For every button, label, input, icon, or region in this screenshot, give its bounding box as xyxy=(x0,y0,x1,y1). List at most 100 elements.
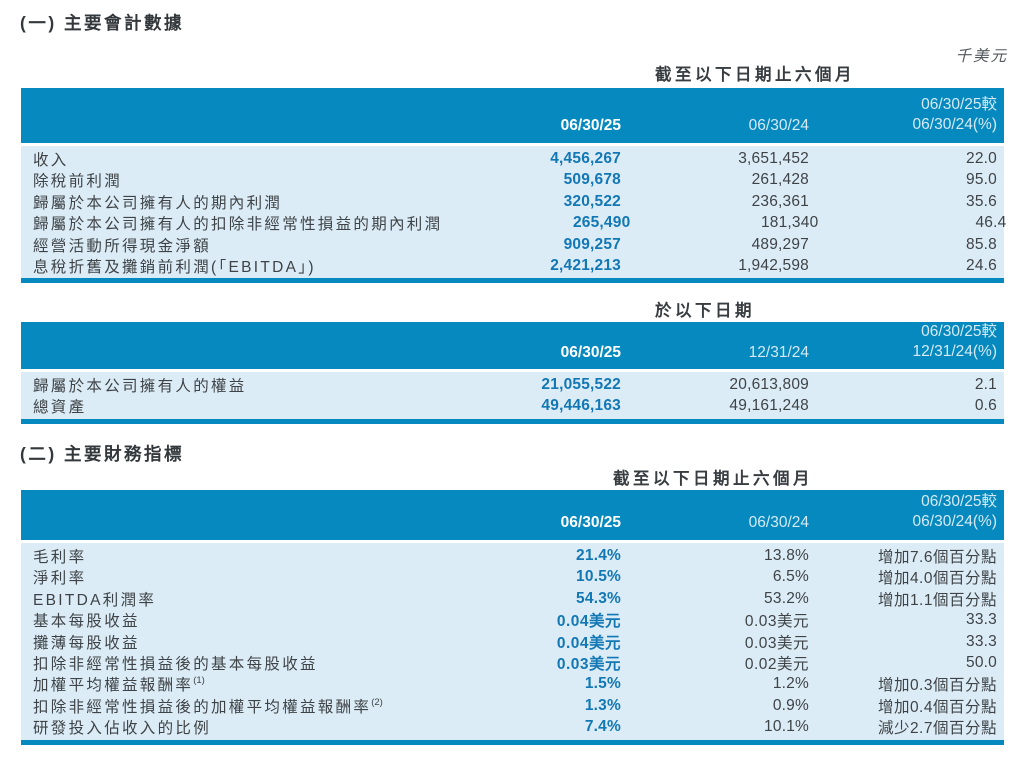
value-prior: 0.03美元 xyxy=(744,613,809,631)
table-row: 歸屬於本公司擁有人的期內利潤 320,522 236,361 35.6 xyxy=(33,191,997,212)
value-change: 95.0 xyxy=(966,171,997,189)
value-current: 4,456,267 xyxy=(550,150,621,167)
value-prior: 6.5% xyxy=(772,568,809,586)
row-label: 研發投入佔收入的比例 xyxy=(33,720,212,738)
value-current: 2,421,213 xyxy=(550,256,621,274)
col-header-current: 06/30/25 xyxy=(560,514,621,531)
table-row: 毛利率 21.4% 13.8% 增加7.6個百分點 xyxy=(33,545,997,566)
section-1-title: (一) 主要會計數據 xyxy=(20,13,185,33)
value-prior: 181,340 xyxy=(760,214,819,232)
table-row: 攤薄每股收益 0.04美元 0.03美元 33.3 xyxy=(33,631,997,652)
value-prior: 20,613,809 xyxy=(729,376,809,393)
value-change: 增加0.3個百分點 xyxy=(877,677,997,695)
value-prior: 13.8% xyxy=(764,547,809,564)
value-prior: 3,651,452 xyxy=(738,150,809,167)
row-label: 收入 xyxy=(33,152,69,169)
table-1-caption: 截至以下日期止六個月 xyxy=(655,66,855,84)
value-change: 2.1 xyxy=(974,376,997,393)
value-change: 減少2.7個百分點 xyxy=(877,720,997,738)
table-body: 收入 4,456,267 3,651,452 22.0 除稅前利潤 509,678 261,… xyxy=(21,146,1006,284)
row-label: 經營活動所得現金淨額 xyxy=(33,237,212,255)
table-row: 歸屬於本公司擁有人的權益 21,055,522 20,613,809 2.1 xyxy=(33,374,997,395)
row-label: 歸屬於本公司擁有人的權益 xyxy=(33,378,247,395)
value-current: 7.4% xyxy=(584,718,621,736)
row-label: 淨利率 xyxy=(33,570,87,588)
value-change: 24.6 xyxy=(966,256,997,274)
col-header-change: 06/30/25較 12/31/24(%) xyxy=(912,323,997,360)
value-prior: 53.2% xyxy=(764,589,809,607)
section-2-title: (二) 主要財務指標 xyxy=(20,444,185,464)
table-key-financial-indicators: 06/30/25 06/30/24 06/30/25較 06/30/24(%) 毛利率 2… xyxy=(21,490,1004,745)
value-change: 85.8 xyxy=(966,235,997,253)
table-row: 除稅前利潤 509,678 261,428 95.0 xyxy=(33,169,997,190)
table-header-band: 06/30/25 06/30/24 06/30/25較 06/30/24(%) xyxy=(21,490,1004,540)
table-row: 總資產 49,446,163 49,161,248 0.6 xyxy=(33,395,997,416)
value-current: 10.5% xyxy=(576,568,621,586)
col-header-change: 06/30/25較 06/30/24(%) xyxy=(912,493,997,530)
row-label: EBITDA利潤率 xyxy=(33,591,157,609)
value-change: 增加4.0個百分點 xyxy=(877,570,997,588)
table-3-caption: 截至以下日期止六個月 xyxy=(613,470,813,488)
row-label: 扣除非經常性損益後的基本每股收益 xyxy=(33,655,318,673)
table-row: 基本每股收益 0.04美元 0.03美元 33.3 xyxy=(33,609,997,630)
value-current: 1.3% xyxy=(584,696,621,714)
value-current: 21,055,522 xyxy=(541,376,621,393)
value-current: 909,257 xyxy=(563,235,621,253)
table-row: 扣除非經常性損益後的基本每股收益 0.03美元 0.02美元 50.0 xyxy=(33,652,997,673)
row-label: 除稅前利潤 xyxy=(33,173,123,191)
value-prior: 0.02美元 xyxy=(744,655,809,673)
value-change: 50.0 xyxy=(966,653,997,671)
value-prior: 10.1% xyxy=(764,718,809,736)
value-prior: 236,361 xyxy=(751,192,809,210)
table-header-band: 06/30/25 12/31/24 06/30/25較 12/31/24(%) xyxy=(21,322,1004,369)
table-row: 研發投入佔收入的比例 7.4% 10.1% 減少2.7個百分點 xyxy=(33,716,997,737)
col-header-prior: 06/30/24 xyxy=(748,514,809,531)
value-change: 33.3 xyxy=(966,632,997,650)
table-header-band: 06/30/25 06/30/24 06/30/25較 06/30/24(%) xyxy=(21,88,1004,143)
row-label: 毛利率 xyxy=(33,549,87,566)
value-change: 33.3 xyxy=(966,611,997,629)
value-current: 21.4% xyxy=(576,547,621,564)
value-current: 265,490 xyxy=(572,214,631,232)
value-prior: 0.9% xyxy=(772,696,809,714)
value-current: 320,522 xyxy=(563,192,621,210)
table-key-accounting-data-dates: 06/30/25 12/31/24 06/30/25較 12/31/24(%) 歸屬於本… xyxy=(21,322,1004,424)
value-prior: 261,428 xyxy=(751,171,809,189)
value-prior: 489,297 xyxy=(751,235,809,253)
table-body: 毛利率 21.4% 13.8% 增加7.6個百分點淨利率 10.5% 6.5% 增加4.0個… xyxy=(21,543,1004,745)
value-change: 增加0.4個百分點 xyxy=(877,698,997,716)
col-header-prior: 12/31/24 xyxy=(748,344,809,361)
value-current: 0.04美元 xyxy=(556,634,621,652)
value-prior: 49,161,248 xyxy=(729,397,809,415)
value-change: 增加1.1個百分點 xyxy=(877,591,997,609)
row-label: 歸屬於本公司擁有人的期內利潤 xyxy=(33,194,283,212)
value-current: 1.5% xyxy=(584,675,621,693)
value-current: 0.04美元 xyxy=(556,613,621,631)
col-header-prior: 06/30/24 xyxy=(748,117,809,134)
row-label: 息稅折舊及攤銷前利潤(「EBITDA」) xyxy=(33,258,316,276)
table-2-caption: 於以下日期 xyxy=(655,302,755,320)
table-row: 收入 4,456,267 3,651,452 22.0 xyxy=(33,148,997,169)
table-row: 加權平均權益報酬率(1) 1.5% 1.2% 增加0.3個百分點 xyxy=(33,673,997,694)
value-current: 0.03美元 xyxy=(556,655,621,673)
currency-unit-note: 千美元 xyxy=(955,48,1008,65)
row-label: 基本每股收益 xyxy=(33,613,140,631)
row-label: 扣除非經常性損益後的加權平均權益報酬率(2) xyxy=(33,696,383,716)
value-change: 46.4 xyxy=(975,214,1007,232)
col-header-current: 06/30/25 xyxy=(560,344,621,361)
table-row: 歸屬於本公司擁有人的扣除非經常性損益的期內利潤 265,490 181,340 46.… xyxy=(33,212,1006,233)
value-current: 509,678 xyxy=(563,171,621,189)
table-row: 經營活動所得現金淨額 909,257 489,297 85.8 xyxy=(33,234,997,255)
table-row: 淨利率 10.5% 6.5% 增加4.0個百分點 xyxy=(33,566,997,587)
value-change: 22.0 xyxy=(966,150,997,167)
value-prior: 1.2% xyxy=(772,675,809,693)
value-current: 54.3% xyxy=(576,589,621,607)
value-change: 0.6 xyxy=(974,397,997,415)
value-change: 35.6 xyxy=(966,192,997,210)
row-label: 總資產 xyxy=(33,399,87,417)
table-body: 歸屬於本公司擁有人的權益 21,055,522 20,613,809 2.1 總資產 49… xyxy=(21,372,1004,424)
value-change: 增加7.6個百分點 xyxy=(877,549,997,566)
table-key-accounting-data-period: 06/30/25 06/30/24 06/30/25較 06/30/24(%) 收入 4,… xyxy=(21,88,1006,284)
value-prior: 0.03美元 xyxy=(744,634,809,652)
